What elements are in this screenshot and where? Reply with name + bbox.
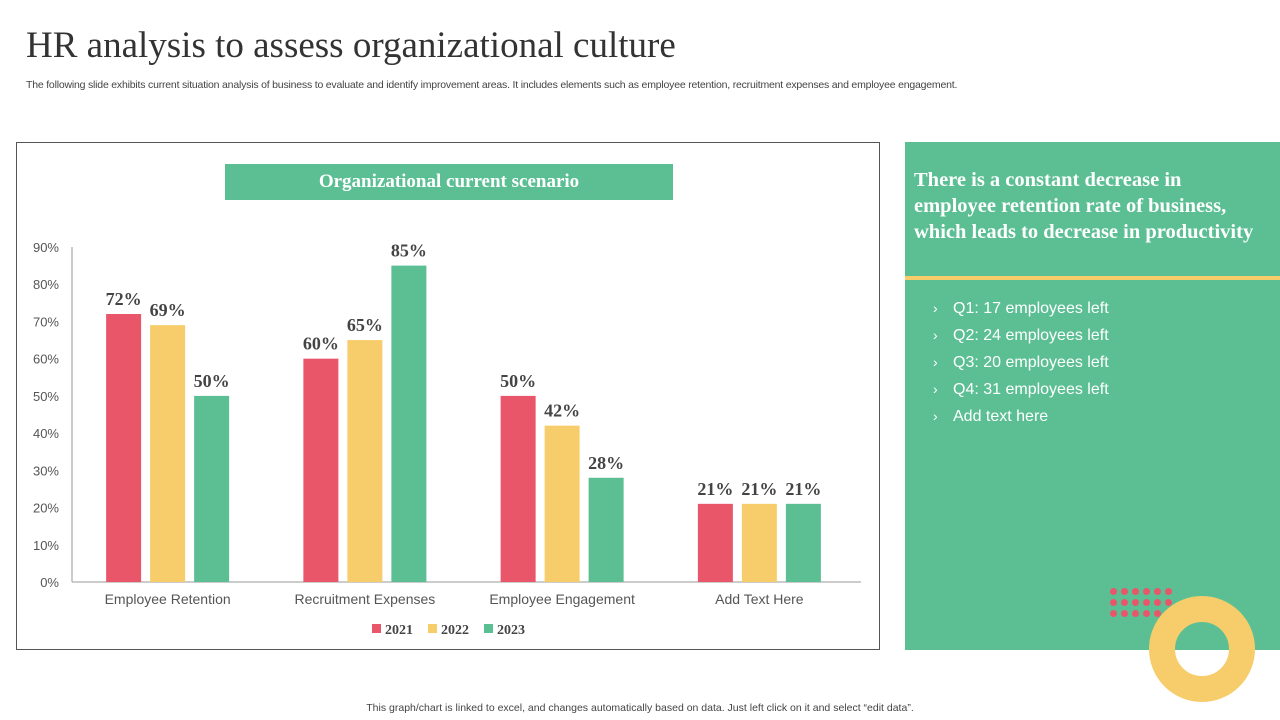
- dot: [1143, 588, 1150, 595]
- y-tick-label: 10%: [33, 538, 59, 553]
- x-tick-label: Employee Retention: [105, 591, 231, 607]
- panel-list: › Q1: 17 employees left › Q2: 24 employees…: [933, 298, 1109, 433]
- data-label: 50%: [500, 371, 536, 391]
- list-item: › Q2: 24 employees left: [933, 325, 1109, 352]
- dot: [1143, 599, 1150, 606]
- page-title: HR analysis to assess organizational cul…: [26, 25, 676, 66]
- data-label: 21%: [697, 479, 733, 499]
- bar-2021: [303, 358, 339, 582]
- data-label: 21%: [741, 479, 777, 499]
- list-item: › Q4: 31 employees left: [933, 379, 1109, 406]
- y-tick-label: 0%: [40, 575, 59, 590]
- insight-panel: There is a constant decrease in employee…: [905, 142, 1280, 650]
- chart-container[interactable]: 0% 10% 20% 30% 40% 50% 60% 70% 80% 90% Employee Re…: [16, 142, 880, 650]
- y-tick-label: 80%: [33, 277, 59, 292]
- decorative-dots: [1110, 588, 1172, 617]
- bar-2022: [741, 503, 777, 582]
- data-label: 72%: [106, 289, 142, 309]
- dot: [1154, 588, 1161, 595]
- panel-heading: There is a constant decrease in employee…: [914, 169, 1254, 243]
- panel-divider: [905, 276, 1280, 280]
- legend-swatch: [372, 624, 381, 633]
- bar-2021: [106, 314, 142, 582]
- dot: [1121, 610, 1128, 617]
- data-label: 60%: [303, 334, 339, 354]
- bar-2021: [697, 503, 733, 582]
- x-tick-label: Add Text Here: [715, 591, 804, 607]
- bar-chart: 0% 10% 20% 30% 40% 50% 60% 70% 80% 90% Employee Re…: [33, 240, 861, 638]
- list-item: › Q1: 17 employees left: [933, 298, 1109, 325]
- data-label: 50%: [194, 371, 230, 391]
- dot: [1154, 610, 1161, 617]
- list-item-text: Q4: 31 employees left: [953, 381, 1109, 398]
- dot: [1110, 599, 1117, 606]
- dot: [1110, 588, 1117, 595]
- y-tick-label: 30%: [33, 463, 59, 478]
- y-tick-label: 60%: [33, 352, 59, 367]
- dot: [1143, 610, 1150, 617]
- data-label: 28%: [588, 453, 624, 473]
- list-item: › Add text here: [933, 406, 1109, 433]
- bar-2023: [588, 477, 624, 582]
- bar-2021: [500, 395, 536, 582]
- legend-swatch: [484, 624, 493, 633]
- x-tick-label: Employee Engagement: [489, 591, 635, 607]
- chart-title: Organizational current scenario: [225, 164, 673, 200]
- bar-2023: [194, 395, 230, 582]
- x-tick-label: Recruitment Expenses: [294, 591, 435, 607]
- chevron-right-icon: ›: [933, 381, 938, 397]
- chevron-right-icon: ›: [933, 327, 938, 343]
- data-label: 21%: [785, 479, 821, 499]
- legend-label: 2021: [385, 623, 413, 638]
- list-item-text: Q3: 20 employees left: [953, 354, 1109, 371]
- dot: [1132, 610, 1139, 617]
- dot: [1110, 610, 1117, 617]
- chevron-right-icon: ›: [933, 300, 938, 316]
- legend-label: 2023: [497, 623, 525, 638]
- chevron-right-icon: ›: [933, 354, 938, 370]
- data-label: 42%: [544, 401, 580, 421]
- y-tick-label: 70%: [33, 314, 59, 329]
- dot: [1132, 599, 1139, 606]
- y-tick-label: 50%: [33, 389, 59, 404]
- dot: [1132, 588, 1139, 595]
- data-label: 85%: [391, 241, 427, 261]
- dot: [1165, 588, 1172, 595]
- footer-note: This graph/chart is linked to excel, and…: [366, 702, 914, 714]
- legend-label: 2022: [441, 623, 469, 638]
- y-tick-label: 40%: [33, 426, 59, 441]
- bar-2023: [391, 265, 427, 582]
- y-tick-label: 20%: [33, 501, 59, 516]
- dot: [1121, 599, 1128, 606]
- page-subtitle: The following slide exhibits current sit…: [26, 79, 958, 91]
- dot: [1121, 588, 1128, 595]
- dot: [1154, 599, 1161, 606]
- decorative-ring: [1149, 596, 1255, 702]
- list-item-text: Add text here: [953, 408, 1049, 425]
- list-item-text: Q2: 24 employees left: [953, 327, 1109, 344]
- data-label: 65%: [347, 315, 383, 335]
- data-label: 69%: [150, 300, 186, 320]
- y-tick-label: 90%: [33, 240, 59, 255]
- bar-2022: [150, 325, 186, 582]
- list-item-text: Q1: 17 employees left: [953, 300, 1109, 317]
- list-item: › Q3: 20 employees left: [933, 352, 1109, 379]
- bar-2022: [347, 340, 383, 582]
- bar-2022: [544, 425, 580, 582]
- bar-2023: [785, 503, 821, 582]
- dot: [1165, 599, 1172, 606]
- legend-swatch: [428, 624, 437, 633]
- chevron-right-icon: ›: [933, 408, 938, 424]
